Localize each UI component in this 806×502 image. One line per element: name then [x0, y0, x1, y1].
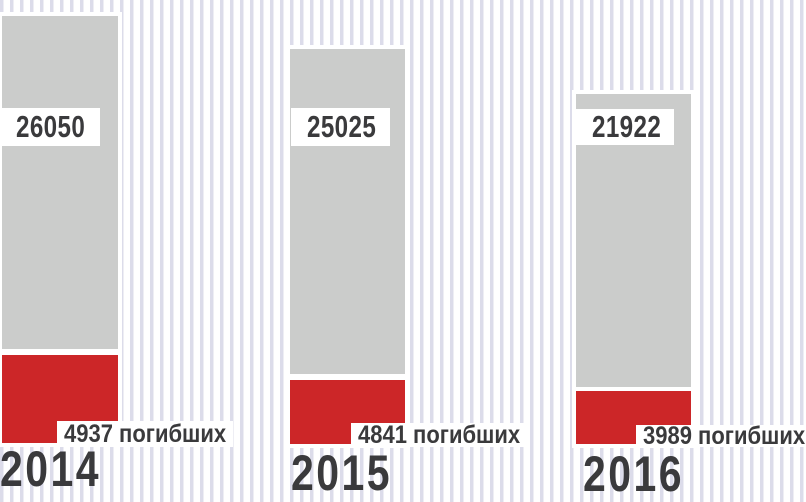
- total-value-2016: 21922: [592, 109, 662, 144]
- total-label-box-2016: 21922: [576, 109, 674, 145]
- total-bar-2014: [2, 16, 118, 349]
- deaths-value-2015: 4841 погибших: [358, 420, 521, 449]
- total-bar-2015: [290, 49, 405, 374]
- deaths-label-box-2015: 4841 погибших: [351, 420, 524, 449]
- year-label-2014: 2014: [0, 441, 102, 497]
- deaths-value-2014: 4937 погибших: [64, 419, 227, 448]
- deaths-label-box-2014: 4937 погибших: [57, 419, 233, 448]
- total-value-2015: 25025: [307, 109, 377, 144]
- total-value-2014: 26050: [16, 109, 86, 144]
- year-label-2015: 2015: [291, 445, 393, 501]
- total-label-box-2015: 25025: [291, 108, 390, 146]
- deaths-value-2016: 3989 погибших: [643, 421, 806, 450]
- total-label-box-2014: 26050: [0, 108, 100, 146]
- deaths-label-box-2016: 3989 погибших: [636, 422, 806, 450]
- year-label-2016: 2016: [583, 446, 685, 502]
